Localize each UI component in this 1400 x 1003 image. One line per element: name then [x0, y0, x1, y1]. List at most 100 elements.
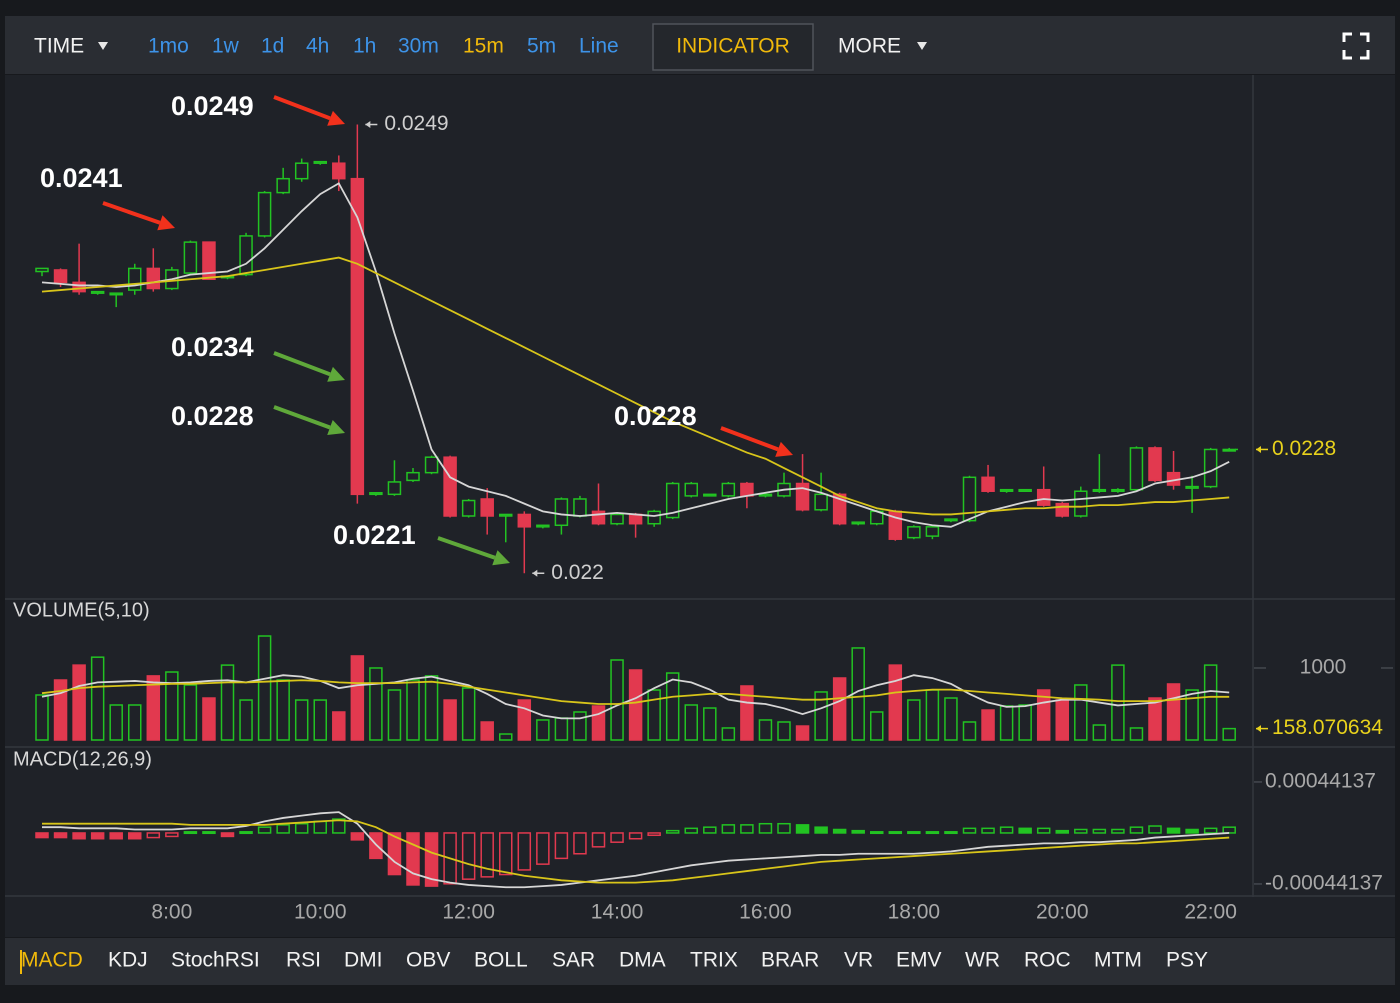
- indicator-tab[interactable]: WR: [965, 949, 1000, 972]
- macd-bar: [294, 822, 309, 834]
- macd-bar: [610, 832, 624, 843]
- annotation-arrow: [273, 351, 331, 377]
- indicator-tab[interactable]: RSI: [286, 949, 321, 972]
- fullscreen-corner[interactable]: [1342, 32, 1352, 42]
- macd-bar: [499, 832, 513, 876]
- high-label: 0.0249: [384, 112, 448, 135]
- macd-bar: [183, 831, 198, 835]
- indicator-tab[interactable]: DMA: [619, 949, 666, 972]
- candle-body: [1074, 490, 1088, 517]
- interval-button[interactable]: Line: [579, 35, 619, 58]
- candle-body: [647, 510, 661, 525]
- volume-bar: [387, 689, 402, 741]
- volume-bar: [962, 721, 977, 741]
- macd-bar: [1074, 828, 1088, 834]
- candle-body: [907, 526, 921, 539]
- macd-bar: [740, 824, 754, 834]
- dropdown-icon[interactable]: [917, 42, 927, 50]
- macd-bar: [239, 831, 253, 835]
- indicator-tab[interactable]: DMI: [344, 949, 383, 972]
- candle-body: [387, 481, 402, 496]
- volume-bar: [1055, 699, 1069, 741]
- macd-bar: [703, 826, 717, 834]
- fullscreen-corner[interactable]: [1342, 50, 1352, 60]
- volume-bar: [1203, 664, 1218, 741]
- annotation: 0.0234: [171, 332, 254, 362]
- indicator-tab[interactable]: TRIX: [690, 949, 738, 972]
- annotation: 0.0221: [333, 520, 416, 550]
- time-menu[interactable]: TIME: [34, 35, 84, 58]
- interval-button[interactable]: 5m: [527, 35, 556, 58]
- annotation-arrowhead: [327, 366, 345, 382]
- macd-bar: [109, 832, 123, 840]
- indicator-tab[interactable]: OBV: [406, 949, 450, 972]
- volume-bar: [109, 704, 123, 741]
- volume-bar: [944, 697, 958, 741]
- interval-button[interactable]: 1w: [212, 35, 240, 58]
- macd-bar: [313, 820, 327, 834]
- volume-bar: [165, 671, 179, 741]
- candle-body: [128, 267, 142, 291]
- macd-bar: [276, 824, 290, 834]
- indicator-button[interactable]: INDICATOR: [676, 35, 790, 58]
- macd-bar: [1203, 827, 1218, 834]
- candle-body: [536, 524, 550, 528]
- interval-button[interactable]: 1mo: [148, 35, 189, 58]
- volume-bar: [1018, 704, 1032, 741]
- indicator-tab[interactable]: VR: [844, 949, 873, 972]
- candle-body: [480, 498, 494, 517]
- macd-bar: [554, 832, 569, 860]
- candle-body: [35, 267, 49, 273]
- more-menu[interactable]: MORE: [838, 35, 901, 58]
- macd-bar: [795, 824, 810, 834]
- candle-body: [684, 482, 698, 497]
- candle-body: [90, 290, 105, 294]
- macd-bar: [814, 826, 828, 834]
- indicator-tab[interactable]: EMV: [896, 949, 942, 972]
- indicator-tab[interactable]: BOLL: [474, 949, 528, 972]
- indicator-tab[interactable]: PSY: [1166, 949, 1208, 972]
- volume-bar: [35, 694, 49, 741]
- annotation-arrowhead: [492, 550, 510, 566]
- candle-body: [276, 177, 290, 194]
- dropdown-icon[interactable]: [98, 42, 108, 50]
- last-price-label: 0.0228: [1272, 437, 1336, 460]
- annotation: 0.0228: [614, 401, 697, 431]
- volume-bar: [999, 705, 1014, 741]
- x-tick-label: 16:00: [739, 901, 792, 924]
- interval-button[interactable]: 30m: [398, 35, 439, 58]
- macd-bar: [424, 832, 439, 887]
- fullscreen-corner[interactable]: [1360, 32, 1370, 42]
- indicator-tab[interactable]: SAR: [552, 949, 595, 972]
- volume-bar: [128, 704, 142, 741]
- fullscreen-corner[interactable]: [1360, 50, 1370, 60]
- y-tick-label: 0.00044137: [1265, 770, 1376, 793]
- y-tick-label: 1000: [1300, 656, 1347, 679]
- interval-button[interactable]: 1d: [261, 35, 284, 58]
- volume-bar: [591, 705, 606, 741]
- macd-bar: [1036, 827, 1051, 834]
- indicator-button-box[interactable]: [652, 23, 814, 71]
- fullscreen-icon[interactable]: [1342, 32, 1370, 60]
- interval-button[interactable]: 15m: [463, 35, 504, 58]
- candle-body: [610, 513, 624, 525]
- candle-body: [981, 476, 995, 492]
- candle-body: [1036, 488, 1051, 506]
- indicator-tab[interactable]: MTM: [1094, 949, 1142, 972]
- macd-bar: [128, 832, 142, 840]
- indicator-tab[interactable]: StochRSI: [171, 949, 260, 972]
- macd-bar: [517, 832, 532, 871]
- candle-body: [1111, 488, 1125, 492]
- macd-bar: [332, 818, 346, 834]
- candle-body: [424, 456, 439, 474]
- indicator-tab[interactable]: KDJ: [108, 949, 148, 972]
- macd-bar: [461, 832, 476, 880]
- indicator-tab[interactable]: BRAR: [761, 949, 819, 972]
- candle-body: [703, 493, 717, 497]
- interval-button[interactable]: 4h: [306, 35, 329, 58]
- annotation-arrow: [273, 405, 331, 430]
- indicator-tab[interactable]: MACD: [21, 949, 83, 972]
- candle-body: [1185, 485, 1199, 489]
- indicator-tab[interactable]: ROC: [1024, 949, 1071, 972]
- interval-button[interactable]: 1h: [353, 35, 376, 58]
